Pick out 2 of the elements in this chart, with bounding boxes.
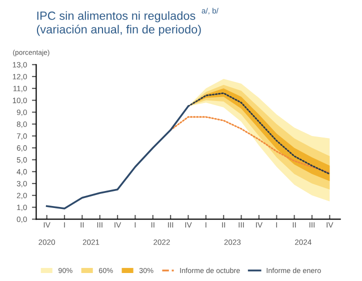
line-series: [170, 116, 330, 174]
line-series: [46, 105, 190, 210]
